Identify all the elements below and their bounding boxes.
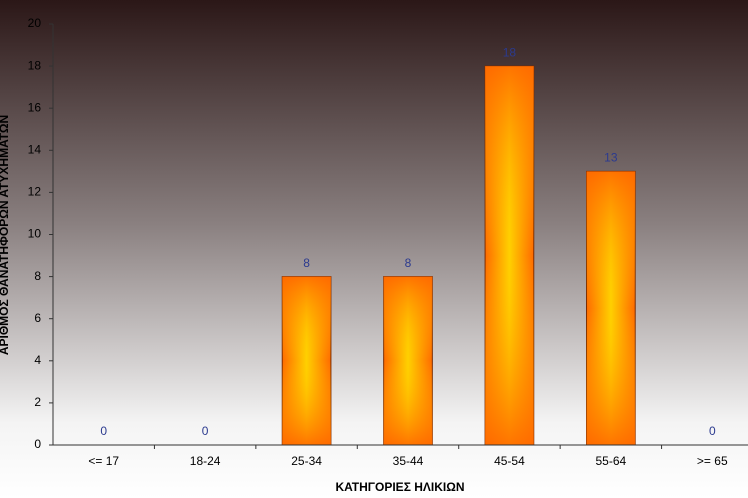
x-tick-label: 25-34: [291, 454, 322, 468]
y-tick-label: 12: [28, 185, 42, 199]
data-label: 8: [405, 256, 412, 270]
y-tick-label: 6: [34, 311, 41, 325]
y-tick-label: 20: [28, 16, 42, 30]
y-tick-label: 0: [34, 437, 41, 451]
x-axis-title: ΚΑΤΗΓΟΡΙΕΣ ΗΛΙΚΙΩΝ: [335, 480, 464, 494]
bar: [586, 170, 636, 446]
y-tick-label: 10: [28, 227, 42, 241]
y-tick-label: 4: [34, 353, 41, 367]
x-tick-label: 18-24: [190, 454, 221, 468]
x-tick-label: >= 65: [697, 454, 728, 468]
data-label: 8: [303, 256, 310, 270]
y-tick-label: 2: [34, 395, 41, 409]
x-tick-label: 45-54: [494, 454, 525, 468]
bar: [383, 276, 433, 446]
y-axis-title: ΑΡΙΘΜΟΣ ΘΑΝΑΤΗΦΟΡΩΝ ΑΤΥΧΗΜΑΤΩΝ: [0, 115, 11, 355]
data-label: 0: [709, 424, 716, 438]
data-label: 0: [100, 424, 107, 438]
y-tick-label: 18: [28, 58, 42, 72]
x-tick-label: <= 17: [88, 454, 119, 468]
y-tick-label: 8: [34, 269, 41, 283]
data-label: 13: [604, 151, 618, 165]
data-label: 18: [503, 45, 517, 59]
x-tick-label: 35-44: [393, 454, 424, 468]
y-tick-label: 16: [28, 100, 42, 114]
data-label: 0: [202, 424, 209, 438]
bar: [484, 65, 535, 446]
x-tick-label: 55-64: [596, 454, 627, 468]
bar: [281, 276, 332, 446]
y-tick-label: 14: [28, 142, 42, 156]
